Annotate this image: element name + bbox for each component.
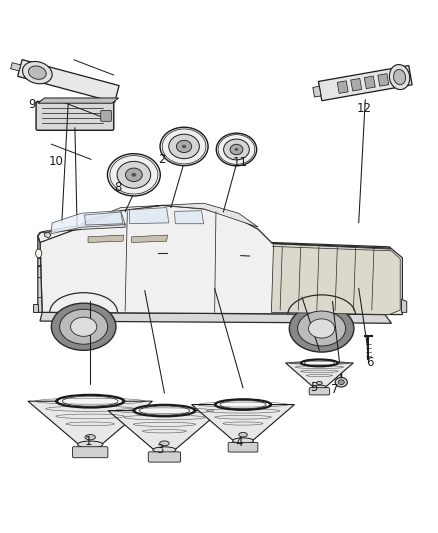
Polygon shape	[313, 86, 321, 97]
Ellipse shape	[313, 385, 326, 389]
Ellipse shape	[85, 434, 95, 440]
Polygon shape	[130, 207, 169, 224]
Polygon shape	[108, 410, 221, 450]
Polygon shape	[191, 405, 294, 441]
Text: 5: 5	[311, 382, 318, 394]
Polygon shape	[11, 63, 21, 71]
Ellipse shape	[216, 133, 257, 166]
Ellipse shape	[289, 305, 354, 352]
Ellipse shape	[51, 303, 116, 350]
Ellipse shape	[78, 441, 103, 448]
Ellipse shape	[60, 309, 108, 344]
Ellipse shape	[233, 438, 254, 443]
Polygon shape	[38, 98, 119, 103]
Ellipse shape	[230, 144, 243, 155]
Polygon shape	[85, 212, 123, 225]
Ellipse shape	[131, 173, 136, 177]
Ellipse shape	[302, 360, 337, 366]
Polygon shape	[402, 299, 407, 312]
Polygon shape	[38, 224, 125, 236]
Polygon shape	[174, 211, 204, 224]
Text: 9: 9	[28, 99, 36, 111]
FancyBboxPatch shape	[309, 387, 330, 395]
Text: 10: 10	[49, 155, 64, 168]
Polygon shape	[38, 227, 81, 243]
Polygon shape	[272, 244, 400, 314]
Polygon shape	[40, 205, 403, 314]
Text: 11: 11	[233, 156, 247, 169]
Ellipse shape	[125, 168, 142, 182]
Ellipse shape	[308, 319, 335, 338]
Polygon shape	[88, 235, 124, 243]
Ellipse shape	[22, 61, 52, 84]
Ellipse shape	[394, 69, 406, 85]
Ellipse shape	[169, 134, 199, 159]
Polygon shape	[364, 76, 375, 88]
Ellipse shape	[160, 127, 208, 166]
Text: 4: 4	[235, 435, 242, 448]
Polygon shape	[28, 401, 152, 445]
Ellipse shape	[177, 140, 192, 152]
FancyBboxPatch shape	[36, 101, 114, 130]
Polygon shape	[318, 66, 412, 101]
Ellipse shape	[338, 380, 344, 385]
Polygon shape	[18, 60, 119, 102]
Polygon shape	[40, 312, 392, 323]
Ellipse shape	[135, 405, 194, 416]
Ellipse shape	[216, 400, 270, 409]
Ellipse shape	[160, 441, 169, 446]
Ellipse shape	[57, 395, 123, 407]
Ellipse shape	[35, 249, 42, 258]
Ellipse shape	[317, 382, 322, 384]
FancyBboxPatch shape	[228, 442, 258, 452]
Polygon shape	[33, 304, 38, 312]
FancyBboxPatch shape	[73, 447, 108, 458]
Text: 12: 12	[357, 102, 371, 115]
Polygon shape	[44, 232, 51, 238]
Text: 6: 6	[366, 356, 373, 369]
Polygon shape	[351, 78, 362, 91]
Text: 7: 7	[331, 383, 339, 396]
Ellipse shape	[28, 66, 46, 79]
Ellipse shape	[71, 317, 97, 336]
Polygon shape	[51, 211, 125, 234]
Polygon shape	[81, 203, 258, 227]
Ellipse shape	[182, 144, 186, 148]
Polygon shape	[337, 81, 348, 93]
Text: 2: 2	[159, 153, 166, 166]
Ellipse shape	[224, 139, 249, 160]
Ellipse shape	[107, 154, 160, 196]
Text: 1: 1	[84, 434, 92, 448]
Ellipse shape	[297, 311, 346, 346]
Text: 8: 8	[114, 181, 121, 195]
Ellipse shape	[335, 377, 347, 387]
FancyBboxPatch shape	[101, 110, 111, 122]
Ellipse shape	[153, 447, 176, 453]
Ellipse shape	[239, 432, 247, 437]
FancyBboxPatch shape	[148, 452, 180, 462]
Ellipse shape	[117, 161, 151, 188]
Ellipse shape	[389, 64, 410, 90]
Text: 3: 3	[156, 442, 164, 456]
Ellipse shape	[235, 148, 238, 151]
Polygon shape	[38, 236, 42, 312]
Polygon shape	[286, 363, 353, 387]
Polygon shape	[132, 235, 167, 243]
Polygon shape	[378, 74, 389, 86]
